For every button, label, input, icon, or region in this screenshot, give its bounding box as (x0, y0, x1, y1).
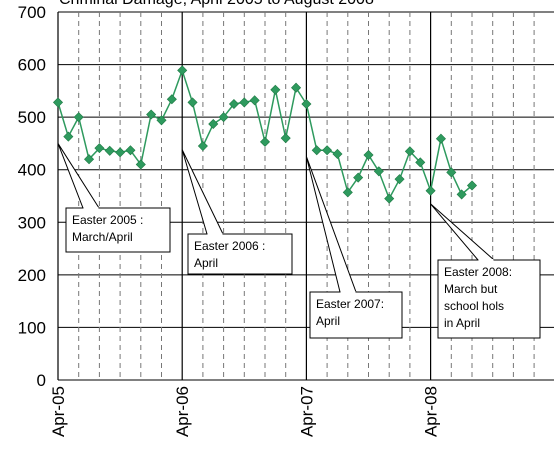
x-tick-label: Apr-06 (173, 386, 192, 437)
data-point (280, 133, 291, 144)
data-point (94, 143, 105, 154)
data-point (373, 166, 384, 177)
x-tick-label: Apr-05 (49, 386, 68, 437)
y-tick-label: 100 (18, 318, 46, 337)
callout-pointer (430, 203, 496, 261)
x-axis: Apr-05 Apr-06 Apr-07 Apr-08 (49, 386, 441, 437)
data-point (332, 148, 343, 159)
data-point (187, 97, 198, 108)
data-point (84, 154, 95, 165)
callout-text: in April (444, 316, 480, 330)
data-point (456, 189, 467, 200)
data-point (249, 95, 260, 106)
callout-box (437, 259, 541, 339)
callout-easter-2005: Easter 2005 : March/April (57, 143, 171, 253)
x-tick-label: Apr-07 (297, 386, 316, 437)
callout-text: Easter 2005 : (72, 213, 143, 227)
data-point (239, 97, 250, 108)
data-point (270, 84, 281, 95)
data-point (208, 118, 219, 130)
callout-text: Easter 2008: (444, 265, 512, 279)
callout-text: March/April (72, 230, 133, 244)
chart-title: Criminal Damage, April 2005 to August 20… (59, 0, 374, 8)
callout-easter-2007: Easter 2007: April (305, 156, 403, 339)
y-tick-label: 200 (18, 266, 46, 285)
callout-box (65, 207, 171, 253)
data-point (322, 145, 333, 156)
callout-text: Easter 2006 : (194, 239, 265, 253)
y-tick-label: 500 (18, 108, 46, 127)
data-point (446, 167, 457, 178)
callout-pointer (57, 143, 100, 209)
callout-easter-2008: Easter 2008: March but school hols in April (430, 203, 541, 339)
callout-box (187, 233, 293, 275)
data-point (63, 131, 74, 142)
data-point (342, 187, 353, 198)
x-tick-label: Apr-08 (422, 386, 441, 437)
data-point (311, 145, 322, 156)
data-point (73, 112, 84, 123)
callout-text: Easter 2007: (316, 297, 384, 311)
data-point (177, 65, 188, 76)
data-point (291, 82, 302, 93)
data-point (363, 149, 374, 161)
series-line (57, 68, 473, 201)
annotations-layer: Easter 2005 : March/April Easter 2006 : Apr… (57, 143, 541, 339)
callout-text: March but (444, 282, 498, 296)
y-tick-label: 300 (18, 213, 46, 232)
data-point (218, 112, 229, 123)
data-point (146, 109, 157, 120)
series-layer (52, 65, 478, 204)
data-point (415, 157, 426, 168)
data-point (104, 145, 115, 156)
data-point (404, 146, 415, 157)
data-point (425, 185, 436, 196)
y-tick-label: 400 (18, 161, 46, 180)
callout-text: April (316, 314, 340, 328)
data-point (259, 136, 271, 147)
data-point (52, 97, 64, 108)
y-tick-label: 700 (18, 3, 46, 22)
callout-easter-2006: Easter 2006 : April (181, 149, 293, 275)
data-point (135, 159, 146, 170)
data-point (125, 145, 136, 156)
data-point (353, 172, 364, 183)
callout-text: school hols (444, 299, 504, 313)
y-tick-label: 600 (18, 56, 46, 75)
data-point (301, 98, 312, 110)
data-point (394, 174, 405, 185)
data-point (115, 147, 126, 158)
data-point (228, 98, 239, 110)
callout-pointer (305, 156, 357, 293)
callout-box (309, 291, 403, 339)
y-axis: 0 100 200 300 400 500 600 700 (18, 3, 46, 390)
data-point (435, 133, 446, 144)
callout-text: April (194, 256, 218, 270)
data-point (166, 94, 177, 105)
y-tick-label: 0 (37, 371, 46, 390)
data-point (197, 141, 208, 152)
data-point (384, 193, 395, 204)
data-point (466, 180, 478, 191)
data-point (156, 115, 167, 126)
